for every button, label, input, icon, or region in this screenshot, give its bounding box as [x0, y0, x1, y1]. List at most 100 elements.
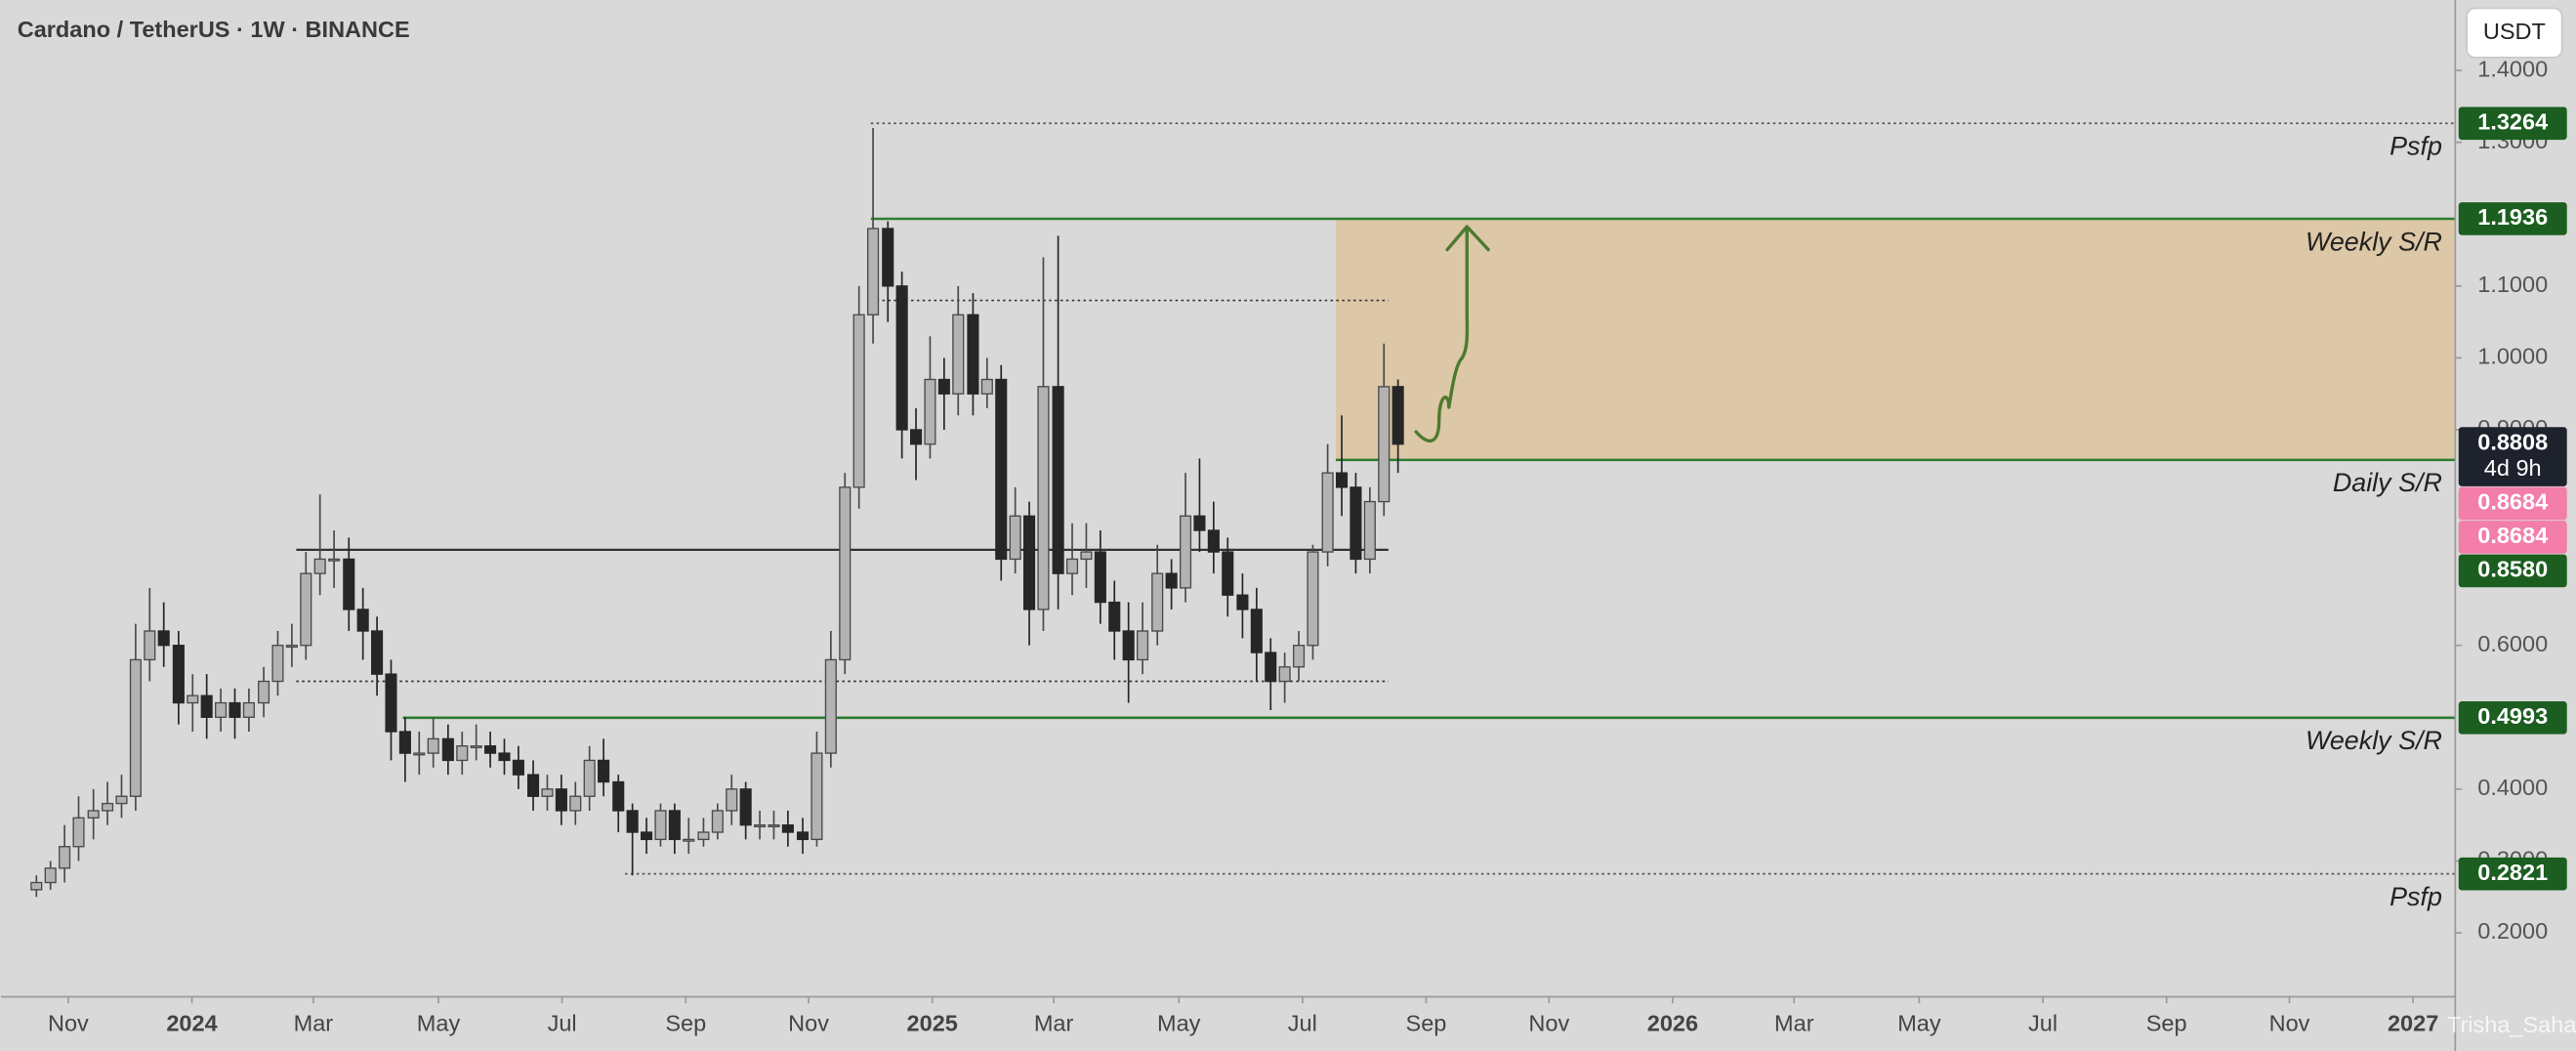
- x-tick-label: Jul: [1288, 1010, 1317, 1035]
- candle-body: [726, 788, 738, 812]
- candle-body: [612, 780, 625, 812]
- candle-body: [484, 745, 497, 754]
- candle-body: [1207, 529, 1220, 553]
- candle-body: [271, 645, 284, 683]
- candle-body: [1122, 630, 1135, 661]
- candle-body: [1392, 386, 1404, 445]
- candle-body: [1278, 666, 1291, 683]
- candle-body: [59, 846, 71, 869]
- candle-body: [498, 752, 511, 762]
- x-tick-label: Sep: [665, 1010, 706, 1035]
- candle-body: [1009, 515, 1021, 561]
- candle-body: [952, 314, 965, 395]
- candle-body: [867, 228, 880, 315]
- current-price-tag-label: 0.8808: [2477, 429, 2548, 454]
- candle-body: [1350, 486, 1362, 561]
- y-tick-label: 1.1000: [2477, 272, 2548, 297]
- x-tick-label: Nov: [48, 1010, 89, 1035]
- candle-body: [343, 558, 355, 610]
- candle-body: [555, 788, 567, 812]
- candle-body: [1151, 572, 1164, 632]
- candle-body: [1065, 558, 1079, 574]
- level-price-tag-label: 0.8580: [2477, 557, 2548, 582]
- x-tick-label: Mar: [1034, 1010, 1074, 1035]
- candle-body: [995, 378, 1008, 561]
- candle-body: [157, 630, 170, 647]
- candle-body: [427, 737, 439, 754]
- candle-body: [641, 831, 653, 841]
- candle-body: [258, 680, 270, 704]
- candle-body: [242, 701, 255, 718]
- candle-body: [1037, 386, 1050, 610]
- candle-body: [1363, 500, 1376, 561]
- candle-body: [967, 314, 979, 395]
- candle-body: [852, 314, 865, 488]
- axes: 1.40001.30001.10001.00000.90000.60000.40…: [48, 56, 2548, 1035]
- plot-area: [30, 122, 2456, 898]
- candle-body: [385, 673, 397, 733]
- x-tick-label: Mar: [294, 1010, 334, 1035]
- current-price-tag-label: 4d 9h: [2484, 455, 2542, 481]
- current-price-tag: [2458, 427, 2567, 486]
- ma-price-tag: [2458, 521, 2567, 554]
- level-price-tag: [2458, 106, 2567, 141]
- candle-body: [172, 645, 185, 704]
- candle-body: [313, 558, 326, 574]
- candle-body: [924, 378, 936, 445]
- candle-body: [1193, 515, 1206, 531]
- x-tick-label: Sep: [2146, 1010, 2187, 1035]
- level-price-tag-label: 1.1936: [2477, 204, 2548, 230]
- level-price-tag-label: 0.4993: [2477, 703, 2548, 729]
- candle-body: [1179, 515, 1192, 589]
- candle-body: [456, 745, 469, 762]
- projection-arrow: [1414, 225, 1490, 442]
- ma-price-tag-label: 0.8684: [2477, 489, 2548, 515]
- candle-body: [937, 378, 950, 395]
- currency-button-label[interactable]: USDT: [2483, 19, 2546, 44]
- candle-body: [470, 745, 482, 749]
- x-tick-label: 2026: [1647, 1010, 1698, 1035]
- candle-body: [583, 759, 596, 797]
- candle-body: [1265, 652, 1277, 683]
- level-label: Daily S/R: [2333, 468, 2442, 497]
- candle-body: [1335, 472, 1349, 488]
- candle-body: [895, 285, 908, 431]
- candle-body: [1108, 601, 1121, 632]
- candle-body: [285, 645, 298, 649]
- candle-body: [739, 788, 752, 826]
- x-tick-label: May: [1157, 1010, 1201, 1035]
- candle-body: [215, 701, 228, 718]
- candle-body: [626, 810, 639, 833]
- y-tick-label: 0.2000: [2477, 918, 2548, 944]
- candle-body: [413, 752, 426, 756]
- candle-body: [654, 810, 667, 841]
- candle-body: [882, 228, 894, 287]
- watermark: Trisha_Saha: [2447, 1012, 2576, 1037]
- candle-body: [697, 831, 710, 841]
- candle-body: [810, 752, 823, 841]
- level-label: Weekly S/R: [2306, 726, 2442, 755]
- candle-body: [781, 823, 794, 833]
- candle-body: [356, 609, 369, 632]
- candle-body: [1292, 645, 1306, 668]
- x-tick-label: Jul: [2028, 1010, 2057, 1035]
- candle-body: [768, 823, 780, 828]
- x-tick-label: Sep: [1406, 1010, 1447, 1035]
- level-label: Psfp: [2389, 132, 2442, 161]
- level-price-tag-label: 1.3264: [2477, 108, 2548, 134]
- candle-body: [711, 810, 724, 833]
- x-tick-label: Mar: [1774, 1010, 1814, 1035]
- candle-body: [839, 486, 852, 661]
- candle-body: [512, 759, 524, 776]
- currency-button[interactable]: [2466, 7, 2563, 59]
- candle-body: [371, 630, 384, 675]
- x-tick-label: Nov: [788, 1010, 829, 1035]
- level-price-tag: [2458, 202, 2567, 235]
- candle-body: [1052, 386, 1064, 574]
- candle-body: [1137, 630, 1149, 661]
- ma-price-tag: [2458, 486, 2567, 521]
- candle-body: [824, 658, 837, 754]
- candle-body: [1321, 472, 1334, 553]
